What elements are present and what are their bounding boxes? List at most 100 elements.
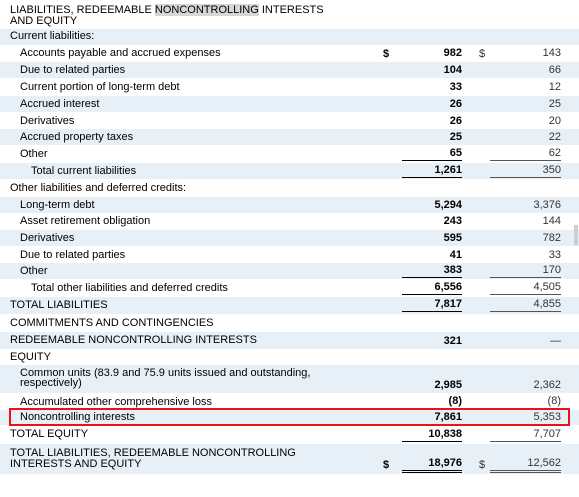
nci-row: Noncontrolling interests 7,861 5,353 [0,410,579,425]
value-current-year: 26 [449,98,462,110]
value-current-year: 10,838 [402,429,462,442]
grand-total-label-line2: INTERESTS AND EQUITY [10,458,142,470]
value-current-year: 65 [402,148,462,161]
total-row: Total other liabilities and deferred cre… [0,280,579,296]
row-label: Due to related parties [20,249,126,261]
row-label: Derivatives [20,115,75,127]
value-prior-year: (8) [490,396,561,409]
value-current-year: 6,556 [402,282,462,295]
value-prior-year: 144 [542,215,561,227]
value-current-year: 982 [443,47,462,59]
total-equity-row: TOTAL EQUITY 10,838 7,707 [0,426,579,442]
value-current-year: 383 [402,265,462,278]
value-current-year: 7,861 [402,412,462,425]
value-prior-year: 12 [548,81,561,93]
value-current-year: 26 [449,115,462,127]
section-heading: LIABILITIES, REDEEMABLE NONCONTROLLING I… [10,4,324,16]
other-liabilities-header-row: Other liabilities and deferred credits: [0,180,579,196]
grand-total-label-line1: TOTAL LIABILITIES, REDEEMABLE NONCONTROL… [10,447,296,459]
total-current-liabilities-label: Total current liabilities [31,165,137,177]
value-current-year: 25 [449,131,462,143]
currency-symbol: $ [383,48,390,60]
row-label: Accounts payable and accrued expenses [20,47,221,59]
table-row: Long-term debt 5,294 3,376 [0,197,579,213]
other-liabilities-header: Other liabilities and deferred credits: [10,182,187,194]
value-prior-year: 22 [548,131,561,143]
commitments-label: COMMITMENTS AND CONTINGENCIES [10,317,214,329]
total-liabilities-label: TOTAL LIABILITIES [10,299,108,311]
row-label: Due to related parties [20,64,126,76]
commitments-row: COMMITMENTS AND CONTINGENCIES [0,315,579,331]
total-other-liabilities-label: Total other liabilities and deferred cre… [31,282,228,294]
heading-prefix: LIABILITIES, REDEEMABLE [10,4,155,16]
table-row: Due to related parties 104 66 [0,62,579,78]
currency-symbol: $ [479,459,486,471]
value-current-year: 5,294 [434,199,462,211]
value-prior-year: — [550,335,561,347]
value-current-year: 41 [449,249,462,261]
equity-header: EQUITY [10,351,51,363]
value-prior-year: 62 [490,148,561,161]
redeemable-nci-row: REDEEMABLE NONCONTROLLING INTERESTS 321 … [0,332,579,349]
value-prior-year: 7,707 [490,429,561,442]
value-current-year: (8) [402,396,462,409]
aoci-label: Accumulated other comprehensive loss [20,396,212,408]
total-equity-label: TOTAL EQUITY [10,428,89,440]
total-liabilities-row: TOTAL LIABILITIES 7,817 4,855 [0,297,579,314]
heading-suffix: INTERESTS [258,4,324,16]
value-prior-year: 5,353 [490,412,561,425]
row-label: Accrued property taxes [20,131,134,143]
grand-total-row: TOTAL LIABILITIES, REDEEMABLE NONCONTROL… [0,444,579,474]
row-label: Accrued interest [20,98,100,110]
value-current-year: 33 [449,81,462,93]
table-row: Other 65 62 [0,146,579,162]
common-units-label-line1: Common units (83.9 and 75.9 units issued… [20,367,311,379]
row-label: Current portion of long-term debt [20,81,180,93]
currency-symbol: $ [479,48,486,60]
value-prior-year: 33 [548,249,561,261]
value-prior-year: 170 [490,265,561,278]
heading-highlighted-word: NONCONTROLLING [154,4,259,16]
table-row: Asset retirement obligation 243 144 [0,213,579,229]
row-label: Long-term debt [20,199,95,211]
table-row: Current portion of long-term debt 33 12 [0,79,579,95]
total-row: Total current liabilities 1,261 350 [0,163,579,179]
value-prior-year: 66 [548,64,561,76]
table-row: Due to related parties 41 33 [0,247,579,263]
value-prior-year: 350 [490,165,561,178]
row-label: Derivatives [20,232,75,244]
table-row: Derivatives 26 20 [0,113,579,129]
aoci-row: Accumulated other comprehensive loss (8)… [0,394,579,409]
value-current-year: 104 [443,64,462,76]
value-prior-year: 782 [542,232,561,244]
value-current-year: 7,817 [402,299,462,312]
value-prior-year: 4,505 [490,282,561,295]
row-label: Asset retirement obligation [20,215,151,227]
redeemable-nci-label: REDEEMABLE NONCONTROLLING INTERESTS [10,334,257,346]
table-row: Derivatives 595 782 [0,230,579,246]
nci-label: Noncontrolling interests [20,411,135,423]
value-prior-year: 3,376 [533,199,561,211]
value-current-year: 321 [443,335,462,347]
value-current-year: 595 [443,232,462,244]
table-row: Accounts payable and accrued expenses $ … [0,45,579,61]
row-label: Other [20,148,48,160]
table-row: Accrued property taxes 25 22 [0,129,579,145]
heading-row: LIABILITIES, REDEEMABLE NONCONTROLLING I… [0,3,579,27]
value-prior-year: 143 [542,47,561,59]
current-liabilities-header-row: Current liabilities: [0,29,579,45]
equity-header-row: EQUITY [0,350,579,365]
current-liabilities-header: Current liabilities: [10,30,95,42]
row-label: Other [20,265,48,277]
table-row: Accrued interest 26 25 [0,96,579,112]
value-prior-year: 2,362 [533,379,561,391]
currency-symbol: $ [383,459,390,471]
value-prior-year: 25 [548,98,561,110]
scrollbar-thumb[interactable] [574,225,578,245]
table-row: Other 383 170 [0,263,579,279]
common-units-row: Common units (83.9 and 75.9 units issued… [0,365,579,393]
value-prior-year: 20 [548,115,561,127]
value-current-year: 2,985 [434,379,462,391]
value-current-year: 243 [443,215,462,227]
value-current-year: 18,976 [402,458,462,473]
